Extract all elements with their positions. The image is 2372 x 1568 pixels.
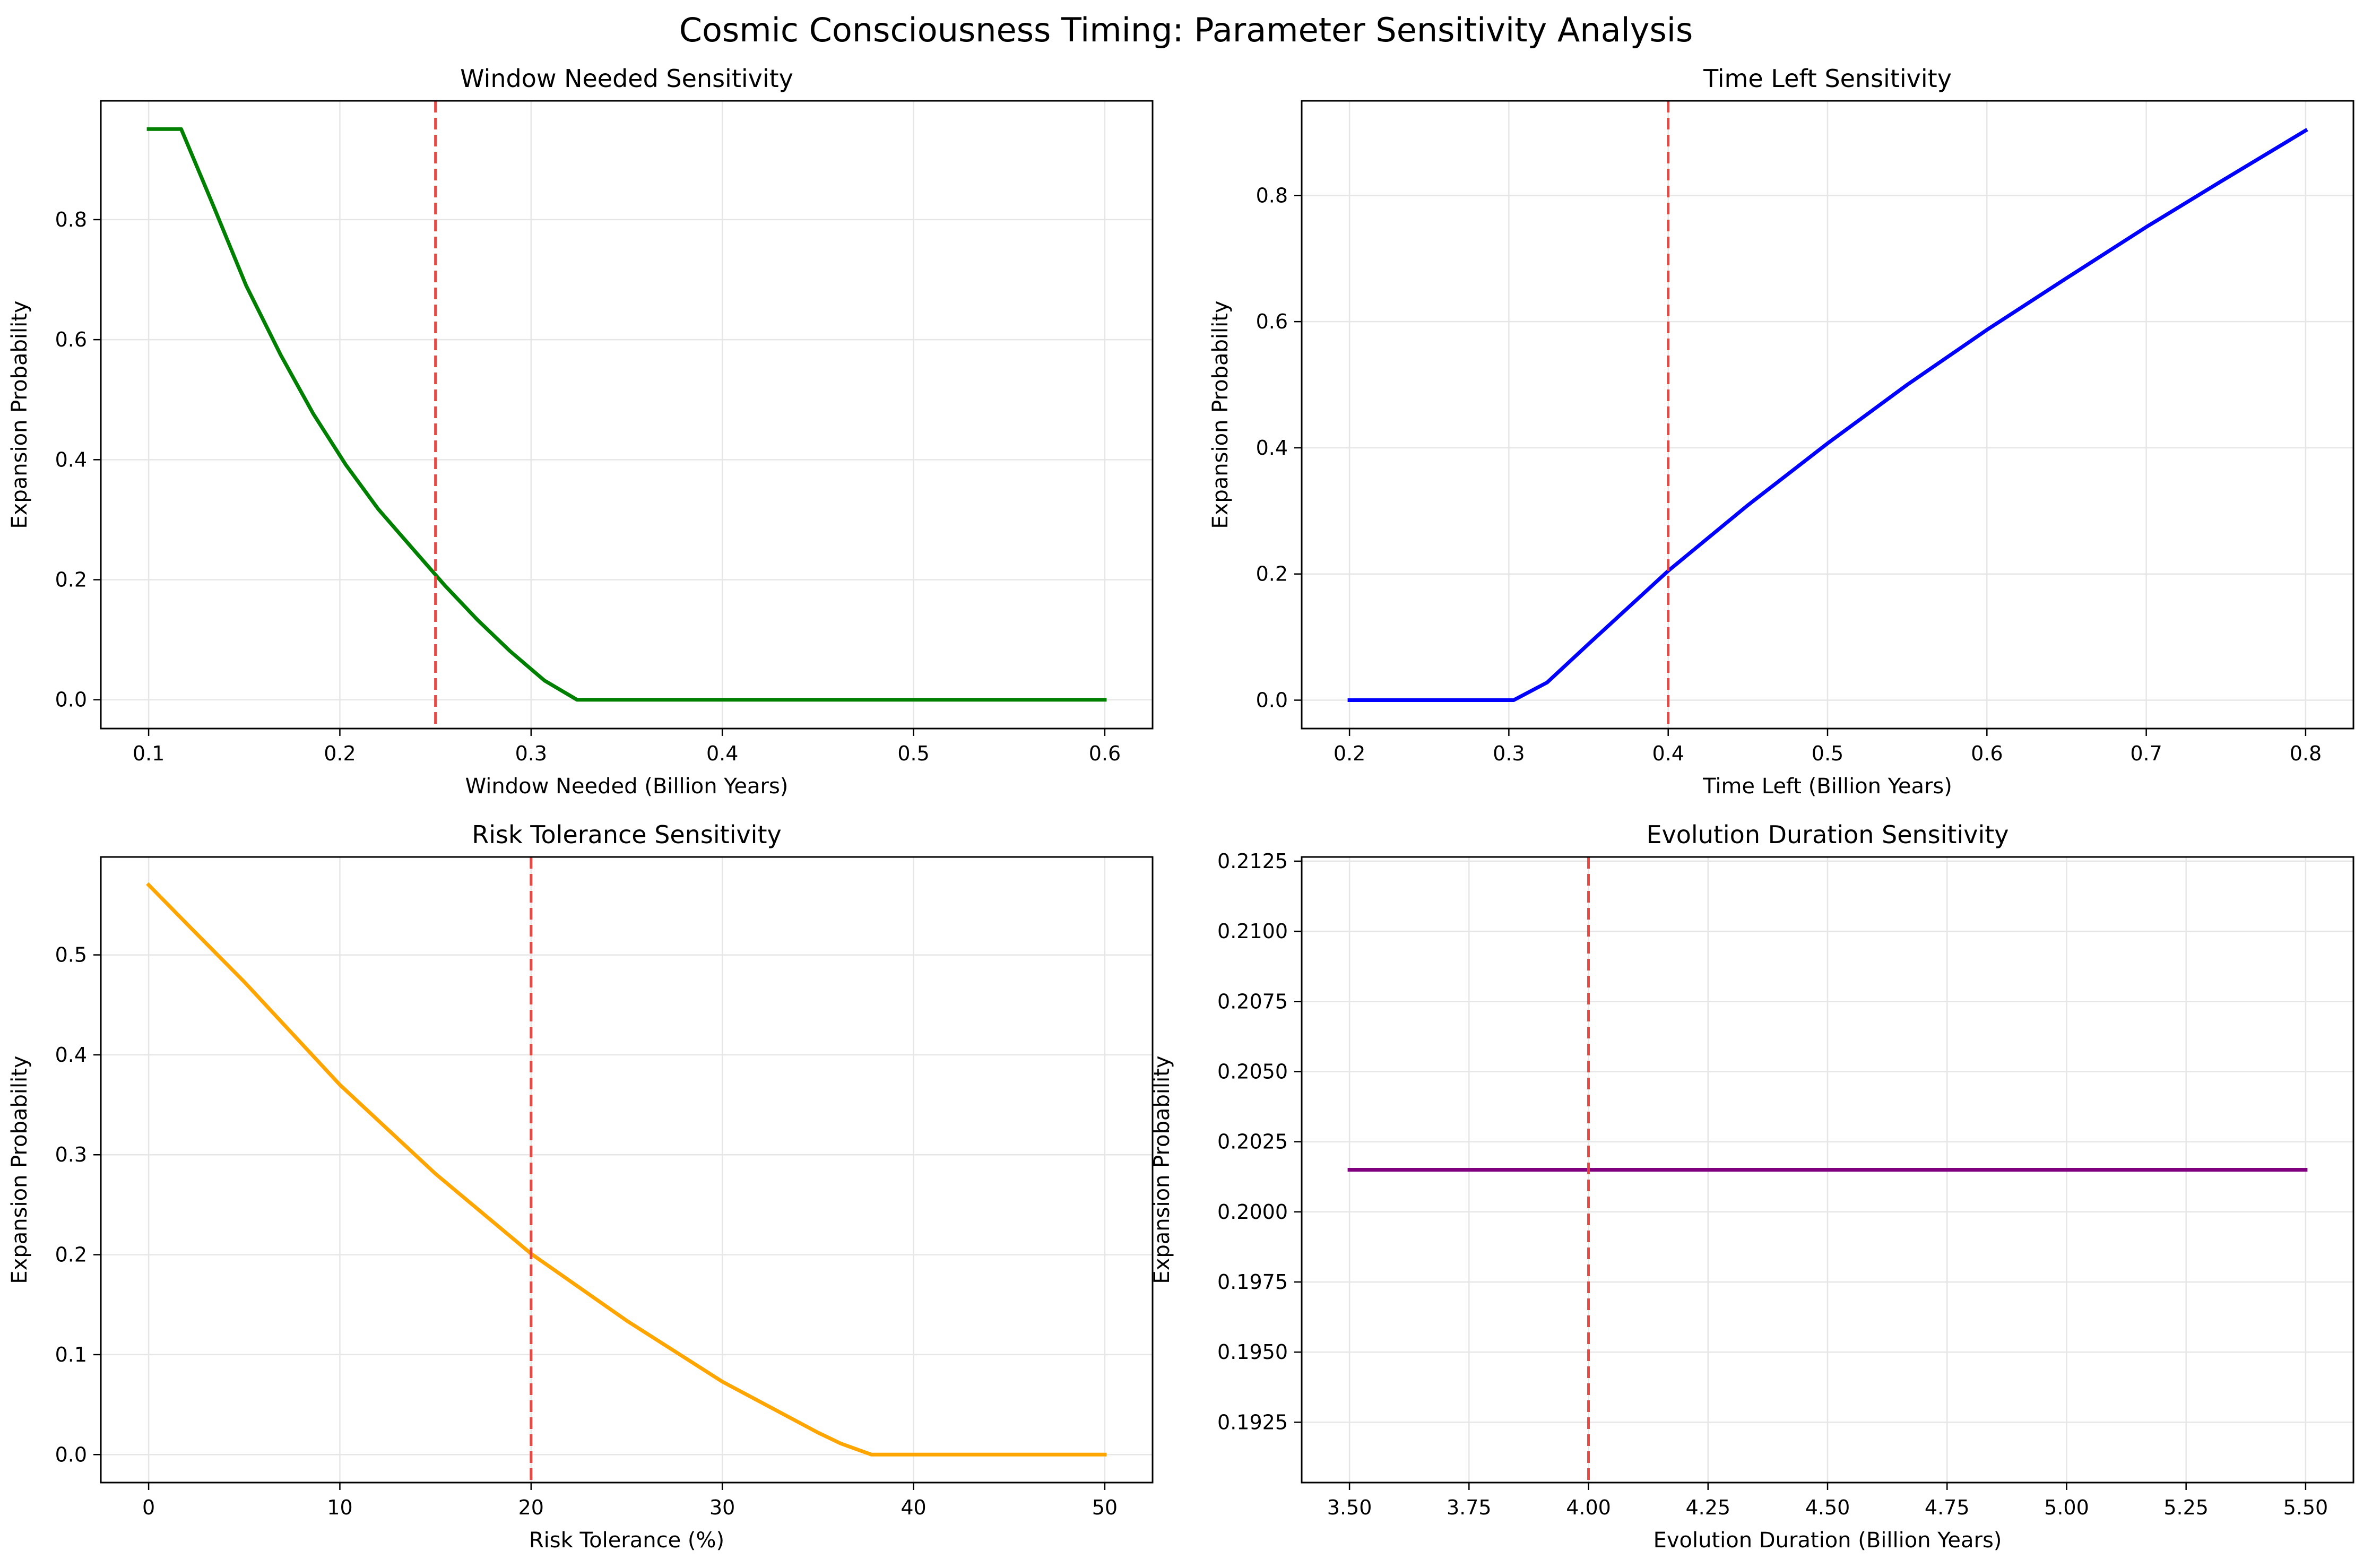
x-tick-label: 4.00 [1566, 1496, 1611, 1519]
subplot-1: 0.1 0.2 0.3 0.4 0.5 0.6 0.0 0.2 0.4 0.6 0.8 Window … [7, 64, 1154, 799]
y-tick-label: 0.0 [55, 688, 87, 712]
x-axis-label: Time Left (Billion Years) [1702, 774, 1952, 799]
x-tick-label: 0.2 [324, 742, 356, 765]
y-axis-label: Expansion Probability [1150, 1055, 1174, 1284]
y-tick-label: 0.2100 [1217, 920, 1288, 943]
subplot-title: Evolution Duration Sensitivity [1647, 820, 2009, 849]
subplot-4: 3.50 3.75 4.00 4.25 4.50 4.75 5.00 5.25 5.50 0.19… [1150, 820, 2354, 1553]
y-tick-label: 0.2 [55, 1243, 87, 1267]
subplot-2: 0.2 0.3 0.4 0.5 0.6 0.7 0.8 0.0 0.2 0.4 0.6 0.8 Time… [1208, 64, 2354, 799]
axes-frame [100, 100, 1154, 730]
x-axis-label: Window Needed (Billion Years) [465, 774, 789, 799]
x-tick-label: 0.6 [1089, 742, 1121, 765]
y-tick-label: 0.2025 [1217, 1130, 1288, 1154]
y-tick-label: 0.2075 [1217, 990, 1288, 1013]
y-tick-label: 0.6 [1256, 310, 1288, 333]
x-tick-label: 0.3 [515, 742, 547, 765]
axes-frame [1301, 856, 2354, 1484]
x-axis-label: Evolution Duration (Billion Years) [1654, 1528, 2002, 1553]
y-tick-label: 0.8 [1256, 184, 1288, 207]
y-tick-label: 0.1 [55, 1343, 87, 1366]
x-tick-label: 0.1 [133, 742, 165, 765]
x-tick-label: 0.4 [1652, 742, 1684, 765]
y-tick-label: 0.6 [55, 328, 87, 351]
y-tick-label: 0.3 [55, 1143, 87, 1166]
y-tick-label: 0.4 [1256, 436, 1288, 460]
x-tick-label: 4.75 [1925, 1496, 1970, 1519]
x-tick-label: 0.8 [2290, 742, 2322, 765]
x-tick-label: 4.25 [1685, 1496, 1730, 1519]
subplot-title: Time Left Sensitivity [1703, 64, 1952, 93]
series-line-1 [1347, 128, 2308, 702]
x-tick-label: 0.5 [1812, 742, 1843, 765]
x-tick-label: 0.6 [1971, 742, 2003, 765]
subplot-3: 0 10 20 30 40 50 0.0 0.1 0.2 0.3 0.4 0.5 Risk Tolera… [7, 820, 1154, 1553]
series-line-1 [146, 882, 1107, 1457]
y-tick-label: 0.2050 [1217, 1060, 1288, 1083]
y-tick-label: 0.1925 [1217, 1410, 1288, 1434]
y-tick-label: 0.2125 [1217, 850, 1288, 873]
y-axis-label: Expansion Probability [7, 1055, 32, 1284]
y-tick-label: 0.1950 [1217, 1340, 1288, 1364]
y-axis-label: Expansion Probability [7, 300, 32, 529]
x-tick-label: 0 [142, 1496, 155, 1519]
y-tick-label: 0.8 [55, 208, 87, 231]
x-tick-label: 4.50 [1805, 1496, 1850, 1519]
x-tick-label: 0.3 [1493, 742, 1525, 765]
x-tick-label: 5.25 [2163, 1496, 2209, 1519]
x-tick-label: 20 [518, 1496, 544, 1519]
x-tick-label: 3.75 [1447, 1496, 1492, 1519]
x-tick-label: 0.5 [897, 742, 929, 765]
y-tick-label: 0.2 [55, 568, 87, 592]
subplot-title: Window Needed Sensitivity [460, 64, 793, 93]
axes-frame [100, 856, 1154, 1484]
y-tick-label: 0.2 [1256, 562, 1288, 586]
y-tick-label: 0.4 [55, 448, 87, 471]
x-tick-label: 0.4 [706, 742, 738, 765]
y-tick-label: 0.2000 [1217, 1200, 1288, 1224]
subplot-title: Risk Tolerance Sensitivity [472, 820, 781, 849]
x-tick-label: 0.2 [1334, 742, 1365, 765]
y-tick-label: 0.4 [55, 1043, 87, 1067]
x-tick-label: 10 [327, 1496, 352, 1519]
y-tick-label: 0.1975 [1217, 1270, 1288, 1294]
x-tick-label: 5.00 [2044, 1496, 2089, 1519]
y-axis-label: Expansion Probability [1208, 300, 1233, 529]
x-axis-label: Risk Tolerance (%) [529, 1528, 724, 1553]
x-tick-label: 3.50 [1327, 1496, 1372, 1519]
y-tick-label: 0.0 [55, 1443, 87, 1466]
figure-title: Cosmic Consciousness Timing: Parameter S… [679, 11, 1693, 49]
x-tick-label: 50 [1092, 1496, 1118, 1519]
axes-frame [1301, 100, 2354, 730]
x-tick-label: 40 [901, 1496, 926, 1519]
series-line-1 [146, 127, 1107, 702]
y-tick-label: 0.0 [1256, 688, 1288, 712]
x-tick-label: 5.50 [2283, 1496, 2328, 1519]
x-tick-label: 30 [709, 1496, 735, 1519]
y-tick-label: 0.5 [55, 943, 87, 967]
x-tick-label: 0.7 [2130, 742, 2162, 765]
